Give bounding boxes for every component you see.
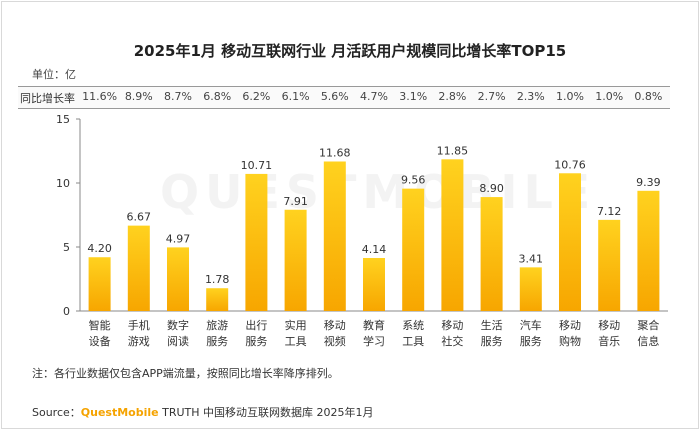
x-category-label: 音乐 — [598, 334, 620, 348]
bar — [519, 267, 542, 311]
bar — [402, 188, 425, 311]
x-category-label: 服务 — [520, 335, 542, 348]
x-category-label: 汽车 — [520, 318, 542, 332]
x-category-label: 社交 — [441, 334, 463, 348]
bar-value-label: 4.20 — [87, 242, 112, 255]
bar-value-label: 9.39 — [636, 176, 661, 189]
x-category-label: 设备 — [89, 334, 111, 348]
bar — [88, 257, 111, 311]
yoy-growth-value: 2.3% — [516, 90, 545, 103]
yoy-row-label: 同比增长率 — [20, 92, 75, 105]
x-category-label: 数字 — [167, 318, 189, 332]
y-tick-label: 0 — [63, 305, 70, 318]
yoy-growth-value: 2.8% — [438, 90, 467, 103]
yoy-growth-value: 6.2% — [242, 90, 271, 103]
bar-value-label: 11.85 — [437, 144, 469, 157]
bar — [559, 173, 581, 311]
x-category-label: 服务 — [481, 335, 503, 348]
x-category-label: 教育 — [363, 318, 385, 332]
yoy-growth-value: 2.7% — [477, 90, 506, 103]
watermark: QUESTMOBILE — [160, 165, 597, 219]
yoy-growth-value: 11.6% — [82, 90, 118, 103]
bar — [637, 190, 660, 311]
x-category-label: 工具 — [402, 335, 424, 348]
x-category-label: 聚合 — [637, 318, 659, 332]
x-category-label: 购物 — [559, 334, 581, 348]
bar-value-label: 4.97 — [166, 232, 191, 245]
x-category-label: 生活 — [481, 318, 503, 332]
bar-value-label: 8.90 — [479, 182, 504, 195]
bar-value-label: 7.12 — [597, 205, 622, 218]
source-brand: QuestMobile — [80, 406, 159, 419]
source-line: Source：QuestMobile TRUTH 中国移动互联网数据库 2025… — [32, 404, 374, 420]
x-category-label: 服务 — [245, 335, 267, 348]
bar — [480, 197, 503, 311]
y-tick-label: 10 — [56, 177, 70, 190]
bar-value-label: 10.76 — [554, 158, 586, 171]
x-category-label: 游戏 — [128, 335, 150, 348]
bar-value-label: 11.68 — [319, 146, 351, 159]
x-category-label: 服务 — [206, 335, 228, 348]
y-tick-label: 15 — [56, 113, 70, 126]
x-category-label: 信息 — [637, 334, 659, 348]
yoy-growth-value: 4.7% — [360, 90, 388, 103]
yoy-growth-value: 0.8% — [634, 90, 663, 103]
chart-title: 2025年1月 移动互联网行业 月活跃用户规模同比增长率TOP15 — [133, 42, 567, 60]
bar-value-label: 6.67 — [127, 211, 152, 224]
x-category-label: 移动 — [324, 319, 346, 332]
yoy-growth-value: 8.7% — [164, 90, 192, 103]
bar-value-label: 3.41 — [519, 252, 544, 265]
bar-value-label: 9.56 — [401, 174, 426, 187]
x-category-label: 学习 — [363, 334, 385, 348]
bar — [167, 247, 189, 311]
bar-value-label: 10.71 — [241, 159, 273, 172]
x-category-label: 工具 — [285, 335, 307, 348]
bar-value-label: 7.91 — [283, 195, 308, 208]
x-category-label: 手机 — [128, 318, 150, 332]
bar — [441, 159, 464, 311]
source-rest: TRUTH 中国移动互联网数据库 2025年1月 — [158, 406, 374, 419]
x-category-label: 实用 — [285, 318, 307, 332]
x-category-label: 旅游 — [206, 318, 228, 332]
x-category-label: 阅读 — [167, 334, 189, 348]
yoy-growth-value: 6.8% — [203, 90, 232, 103]
yoy-growth-row: 同比增长率 11.6% 8.9% 8.7% 6.8% 6.2% 6.1% 5.6% 4.7% 3… — [18, 86, 670, 109]
x-category-label: 视频 — [324, 334, 346, 348]
bar — [323, 161, 346, 311]
x-category-label: 出行 — [245, 318, 267, 332]
x-category-label: 移动 — [598, 319, 620, 332]
bar — [245, 173, 268, 311]
yoy-growth-value: 1.0% — [595, 90, 624, 103]
bar — [284, 209, 307, 311]
x-category-label: 系统 — [402, 319, 424, 332]
bar — [598, 219, 621, 311]
y-tick-label: 5 — [63, 241, 70, 254]
x-category-label: 智能 — [89, 318, 111, 332]
bar-value-label: 1.78 — [205, 273, 230, 286]
x-category-label: 移动 — [441, 319, 463, 332]
source-prefix: Source： — [32, 406, 81, 419]
yoy-growth-value: 6.1% — [281, 90, 310, 103]
bar-value-label: 4.14 — [362, 243, 387, 256]
yoy-growth-value: 5.6% — [320, 90, 349, 103]
footnote: 注：各行业数据仅包含APP端流量，按照同比增长率降序排列。 — [32, 367, 339, 380]
yoy-growth-value: 8.9% — [124, 90, 153, 103]
bar — [206, 288, 229, 311]
yoy-growth-value: 1.0% — [556, 90, 584, 103]
bar — [127, 225, 150, 311]
yoy-growth-value: 3.1% — [399, 90, 428, 103]
unit-label: 单位：亿 — [32, 68, 76, 81]
x-category-label: 移动 — [559, 319, 581, 332]
bar — [363, 258, 385, 311]
